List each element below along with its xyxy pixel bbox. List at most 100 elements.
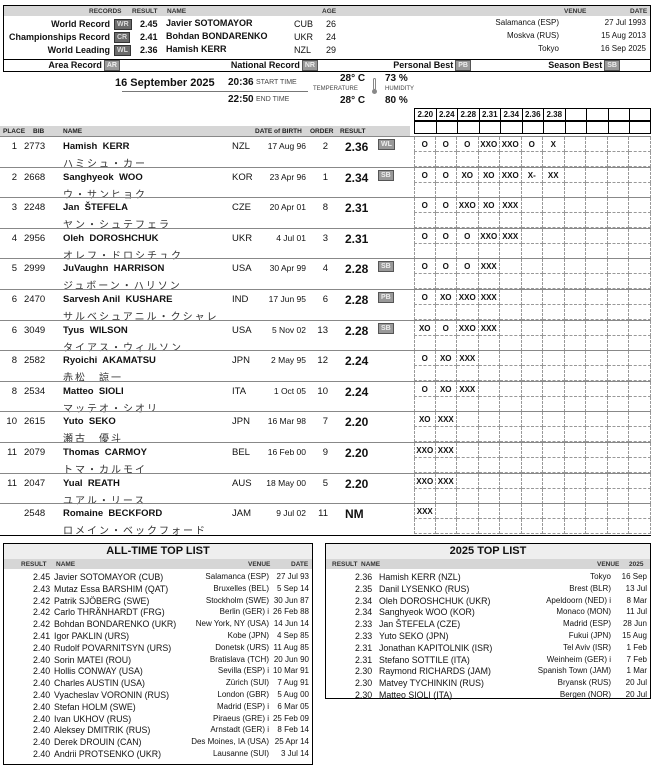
attempt-blank-cell — [607, 396, 629, 412]
date-col: 2025 — [629, 561, 644, 568]
nationality: AUS — [232, 477, 252, 489]
result-col: RESULT — [132, 8, 158, 15]
attempt-blank-cell — [435, 305, 457, 320]
attempt-blank-cell — [478, 213, 500, 229]
attempt-cell: O — [414, 228, 436, 244]
attempt-blank-cell — [521, 152, 543, 167]
attempt-blank-cell — [629, 458, 651, 473]
top-list-result: 2.31 — [355, 654, 373, 665]
table-row: 2548 Romaine BECKFORD ロメイン・ベックフォード JAM 9 Jul… — [0, 503, 651, 537]
attempt-cell — [586, 412, 608, 428]
top-list-row: 2.35 Danil LYSENKO (RUS) Brest (BLR) 13 Jul — [326, 584, 650, 596]
attempt-blank-cell — [500, 335, 522, 351]
attempt-cell: XXO — [500, 137, 522, 152]
temperature-label: TEMPERATURE — [313, 86, 358, 92]
attempt-cell: XXX — [435, 473, 457, 489]
attempt-blank-cell — [435, 152, 457, 167]
attempt-cell — [543, 381, 565, 397]
attempt-blank-cell — [629, 519, 651, 535]
end-time-label: END TIME — [256, 96, 290, 103]
attempt-blank-cell — [543, 396, 565, 412]
thermometer-bulb-icon — [372, 89, 377, 94]
attempt-blank-cell — [457, 182, 479, 198]
attempt-blank-cell — [564, 335, 586, 351]
start-time-label: START TIME — [256, 79, 297, 86]
bib: 2773 — [24, 141, 46, 152]
attempt-cell — [543, 443, 565, 458]
venue-col: VENUE — [248, 561, 271, 568]
top-list-row: 2.30 Matteo SIOLI (ITA) Bergen (NOR) 20 Jul — [326, 690, 650, 702]
attempt-cell — [629, 504, 651, 520]
attempt-blank-cell — [586, 519, 608, 535]
attempt-blank-cell — [521, 243, 543, 259]
attempt-cell — [457, 443, 479, 458]
attempt-blank-cell — [457, 335, 479, 351]
athlete-name-japanese: タイアス・ウィルソン — [63, 342, 183, 354]
top-list-result: 2.36 — [355, 572, 373, 582]
attempt-cell — [543, 290, 565, 305]
attempt-blank-cell — [607, 274, 629, 290]
record-nat: NZL — [294, 45, 312, 55]
attempt-cell: XXX — [500, 198, 522, 214]
top-list-venue: Weinheim (GER) i — [546, 654, 611, 664]
legend-item: Area Record AR — [48, 60, 120, 72]
attempt-blank-cell — [543, 213, 565, 229]
attempt-cell — [607, 381, 629, 397]
top-list-date: 11 Jul — [626, 607, 647, 617]
top-list-result: 2.40 — [33, 678, 51, 689]
attempt-cell: XXO — [457, 320, 479, 336]
top-list-row: 2.42 Carlo THRÄNHARDT (FRG) Berlin (GER) i… — [4, 607, 312, 619]
top-list-date: 26 Feb 88 — [272, 607, 309, 617]
record-label: World Record — [51, 19, 110, 29]
top-list-date: 6 Mar 05 — [277, 701, 309, 711]
date-of-birth: 16 Feb 00 — [267, 447, 306, 457]
top-list-name: Bohdan BONDARENKO (UKR) — [54, 619, 177, 630]
athlete-name: Matteo SIOLI — [63, 385, 124, 397]
top-list-venue: Apeldoorn (NED) i — [546, 595, 611, 605]
humidity-start: 73 % — [385, 73, 408, 84]
attempt-blank-cell — [586, 427, 608, 443]
bib-col: BIB — [33, 128, 45, 135]
table-row: 8 2534 Matteo SIOLI マッテオ・シオリ ITA 1 Oct 05 10 2.… — [0, 380, 651, 415]
height-cell: 2.28 — [457, 108, 479, 121]
record-age: 24 — [326, 32, 337, 42]
top-list-venue: Bryansk (RUS) — [557, 678, 611, 688]
bib: 2079 — [24, 447, 46, 458]
attempt-blank-cell — [543, 366, 565, 382]
attempt-blank-cell — [435, 274, 457, 290]
top-list-date: 8 Mar — [626, 595, 647, 605]
attempt-blank-cell — [500, 366, 522, 382]
top-list-result: 2.40 — [33, 666, 51, 677]
attempt-blank-cell — [500, 305, 522, 320]
attempt-blank-cell — [521, 305, 543, 320]
top-list-name: Rudolf POVARNITSYN (URS) — [54, 642, 172, 653]
attempt-cell: XXX — [457, 351, 479, 367]
top-list-result: 2.40 — [33, 749, 51, 759]
height-cell: 2.20 — [414, 108, 436, 121]
attempt-cell — [586, 290, 608, 305]
attempt-cell — [607, 443, 629, 458]
attempt-blank-cell — [478, 152, 500, 167]
attempt-cell: XXX — [478, 290, 500, 305]
attempt-cell: XXO — [500, 167, 522, 183]
nationality: UKR — [232, 232, 253, 244]
table-row: 11 2047 Yual REATH ユアル・リース AUS 18 May 00 5 2.20… — [0, 472, 651, 507]
top-list-result: 2.40 — [33, 737, 51, 748]
top-list-result: 2.42 — [33, 619, 51, 630]
date-of-birth: 5 Nov 02 — [271, 324, 306, 335]
result: 2.31 — [345, 231, 369, 246]
top-list-venue: New York, NY (USA) — [195, 619, 269, 629]
top-list-date: 15 Aug — [622, 631, 647, 640]
result: 2.28 — [345, 323, 369, 338]
top-list-date: 16 Sep — [621, 572, 647, 581]
bib: 2615 — [24, 416, 46, 428]
attempt-blank-cell — [629, 396, 651, 412]
attempt-cell — [586, 351, 608, 367]
attempt-cell — [586, 198, 608, 214]
attempt-blank-cell — [586, 335, 608, 351]
top-list-row: 2.40 Stefan HOLM (SWE) Madrid (ESP) i 6 Mar… — [4, 702, 312, 714]
attempt-cell — [457, 504, 479, 520]
attempt-blank-cell — [521, 366, 543, 382]
top-list-date: 27 Jul 93 — [276, 572, 309, 581]
attempt-cell — [607, 259, 629, 275]
